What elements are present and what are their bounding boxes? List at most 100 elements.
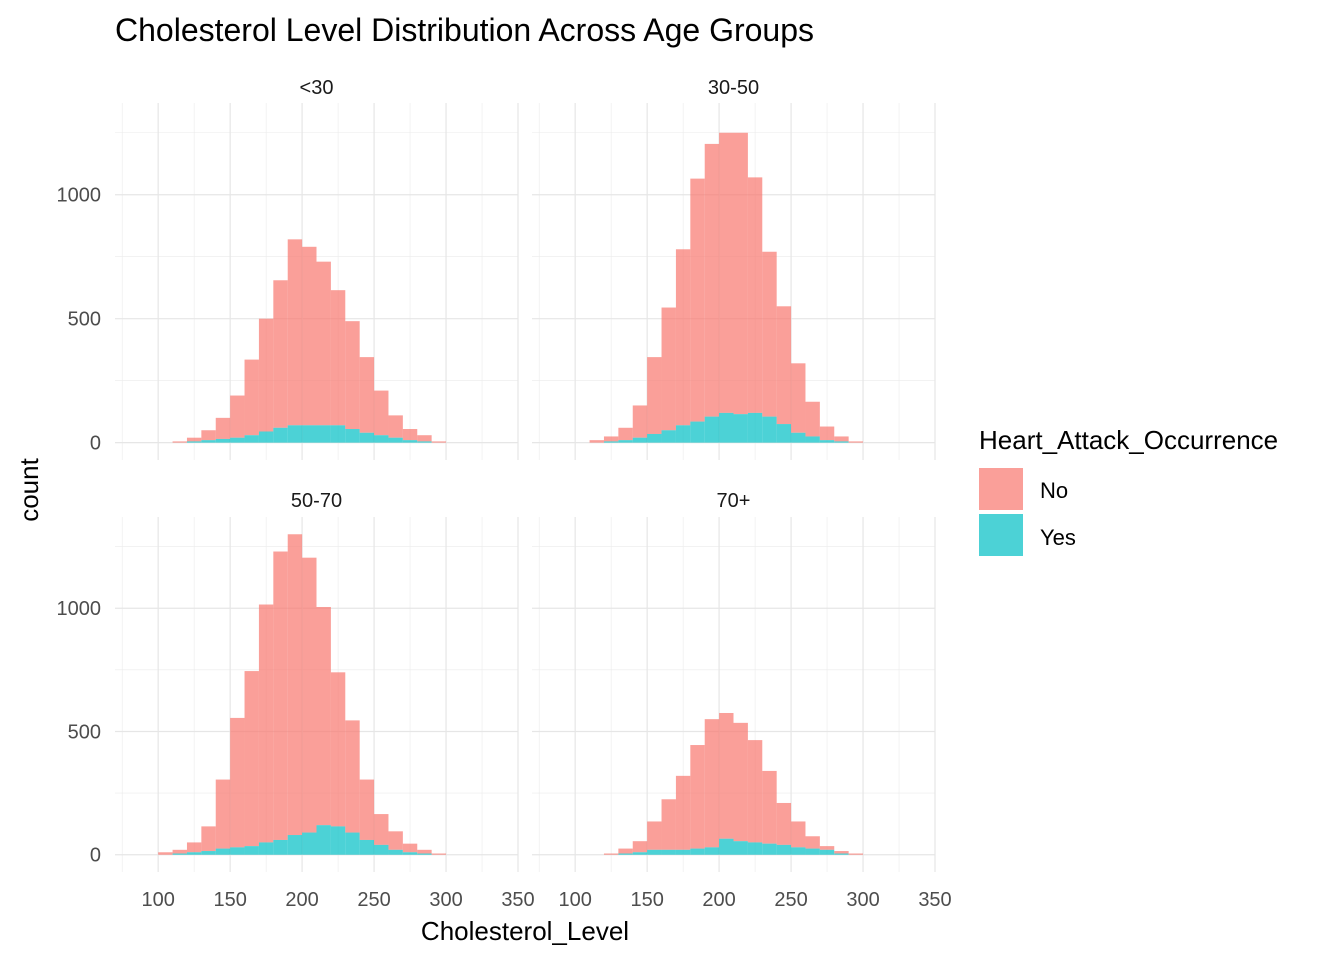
bar-no xyxy=(374,390,389,436)
bar-no xyxy=(647,821,662,850)
bar-no xyxy=(316,606,331,826)
bar-yes xyxy=(661,849,676,855)
bar-no xyxy=(704,143,720,417)
bar-no xyxy=(632,405,648,438)
bar-yes xyxy=(402,440,418,443)
legend-label-no: No xyxy=(1040,478,1068,503)
facet-panel: 50-70 0 500 1000 100 150 200 250 300 350 xyxy=(57,490,535,911)
bar-no xyxy=(834,436,849,442)
bar-yes xyxy=(330,425,346,443)
x-tick-label: 350 xyxy=(918,889,951,911)
facet-strip-label: <30 xyxy=(300,77,334,99)
bar-yes xyxy=(316,425,331,443)
bar-no xyxy=(661,307,676,431)
bar-no xyxy=(201,430,216,441)
legend-title: Heart_Attack_Occurrence xyxy=(979,425,1278,455)
bar-no xyxy=(704,719,720,848)
legend-swatch-no xyxy=(979,468,1023,510)
legend-label-yes: Yes xyxy=(1040,525,1076,550)
bar-yes xyxy=(172,853,187,855)
bar-yes xyxy=(186,441,202,443)
bar-no xyxy=(172,849,187,854)
bar-yes xyxy=(258,842,274,855)
bar-no xyxy=(719,712,734,839)
bar-yes xyxy=(316,825,331,855)
x-tick-label: 250 xyxy=(774,889,807,911)
bar-no xyxy=(690,178,705,422)
facet-panel: 70+ 100 150 200 250 300 350 xyxy=(532,490,952,911)
bar-no xyxy=(603,436,619,442)
bar-yes xyxy=(388,437,403,443)
bar-no xyxy=(388,415,403,438)
bar-yes xyxy=(359,432,375,443)
legend: Heart_Attack_Occurrence No Yes xyxy=(979,425,1278,556)
bar-no xyxy=(791,821,806,848)
y-tick-label: 500 xyxy=(68,309,101,331)
bar-no xyxy=(632,841,648,853)
bar-no xyxy=(675,249,691,426)
bar-no xyxy=(431,853,447,855)
bar-yes xyxy=(791,432,806,443)
y-axis-title: count xyxy=(14,457,44,521)
bar-no xyxy=(431,441,447,443)
bar-yes xyxy=(230,847,245,855)
bar-no xyxy=(776,306,792,425)
bar-yes xyxy=(776,844,792,855)
bar-yes xyxy=(215,848,231,855)
bar-no xyxy=(359,357,375,433)
x-tick-label: 150 xyxy=(213,889,246,911)
bar-yes xyxy=(244,435,259,443)
bar-no xyxy=(589,440,604,443)
bar-yes xyxy=(762,843,777,855)
bar-yes xyxy=(374,435,389,443)
bar-no xyxy=(733,132,748,415)
bar-no xyxy=(345,720,360,833)
y-tick-label: 1000 xyxy=(57,598,102,620)
bar-yes xyxy=(733,414,748,443)
bar-yes xyxy=(661,430,676,443)
bar-yes xyxy=(704,847,720,855)
bar-yes xyxy=(819,849,835,855)
y-tick-label: 500 xyxy=(68,721,101,743)
bar-yes xyxy=(618,440,633,443)
bar-no xyxy=(345,321,360,430)
bar-no xyxy=(273,280,288,428)
bar-yes xyxy=(719,412,734,443)
x-tick-label: 300 xyxy=(429,889,462,911)
bar-yes xyxy=(273,839,288,855)
bar-yes xyxy=(330,826,346,855)
bar-yes xyxy=(747,412,763,443)
bar-no xyxy=(215,417,231,439)
bar-yes xyxy=(647,433,662,443)
bar-no xyxy=(762,770,777,844)
bar-no xyxy=(172,441,187,443)
bar-no xyxy=(316,261,331,426)
y-tick-label: 0 xyxy=(90,845,101,867)
bar-yes xyxy=(417,441,432,443)
bar-yes xyxy=(675,425,691,443)
bar-yes xyxy=(805,436,820,443)
bar-yes xyxy=(273,427,288,443)
bar-yes xyxy=(417,853,432,855)
bar-yes xyxy=(302,832,317,855)
bar-no xyxy=(402,843,418,853)
bar-no xyxy=(201,826,216,852)
bar-no xyxy=(805,401,820,437)
bar-no xyxy=(302,557,317,833)
bar-no xyxy=(819,426,835,441)
bar-no xyxy=(776,802,792,845)
bar-no xyxy=(417,849,432,854)
bar-no xyxy=(330,672,346,827)
bar-yes xyxy=(603,441,619,443)
bar-no xyxy=(791,363,806,433)
bar-no xyxy=(747,740,763,843)
bar-no xyxy=(302,246,317,426)
x-tick-label: 250 xyxy=(357,889,390,911)
bar-yes xyxy=(201,440,216,443)
bar-no xyxy=(230,395,245,438)
bar-no xyxy=(374,814,389,845)
bar-yes xyxy=(704,416,720,443)
facet-strip-label: 50-70 xyxy=(291,490,342,512)
x-tick-label: 200 xyxy=(702,889,735,911)
